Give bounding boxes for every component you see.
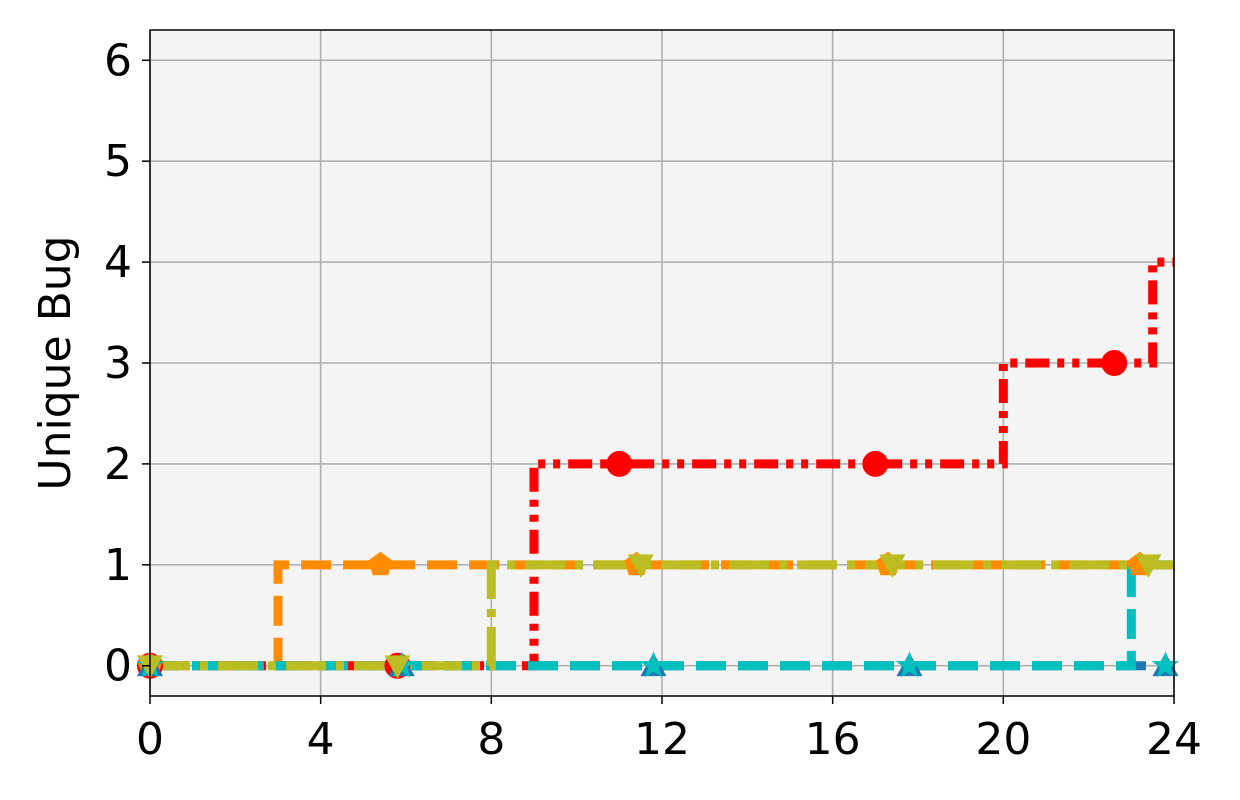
x-tick-label: 16 xyxy=(805,714,861,765)
y-tick-label: 6 xyxy=(104,35,132,86)
x-tick-label: 8 xyxy=(477,714,505,765)
series-4-line xyxy=(150,560,1174,671)
x-tick-label: 4 xyxy=(307,714,335,765)
y-axis: 0 1 2 3 4 5 6 xyxy=(104,35,150,692)
y-tick-label: 1 xyxy=(104,540,132,591)
series-4-marker xyxy=(879,554,906,578)
series-3-marker xyxy=(895,651,924,678)
series-1-marker xyxy=(368,551,393,576)
series-3-marker xyxy=(1151,651,1180,678)
series-layer xyxy=(150,257,1174,671)
x-tick-label: 20 xyxy=(975,714,1031,765)
x-tick-label: 24 xyxy=(1146,714,1202,765)
y-tick-label: 0 xyxy=(104,641,132,692)
series-0-marker xyxy=(606,450,633,477)
series-0-marker xyxy=(862,450,889,477)
series-4-marker xyxy=(627,554,654,578)
y-tick-label: 3 xyxy=(104,338,132,389)
y-tick-label: 2 xyxy=(104,439,132,490)
series-4-marker xyxy=(1135,554,1162,578)
x-tick-label: 12 xyxy=(634,714,690,765)
series-0-marker xyxy=(1101,350,1128,376)
series-3-marker xyxy=(639,651,668,678)
series-4-marker xyxy=(384,655,411,679)
y-axis-label: Unique Bug xyxy=(30,235,81,490)
y-tick-label: 4 xyxy=(104,237,132,288)
x-tick-label: 0 xyxy=(136,714,164,765)
y-tick-label: 5 xyxy=(104,136,132,187)
x-axis: 0 4 8 12 16 20 24 xyxy=(136,696,1202,765)
